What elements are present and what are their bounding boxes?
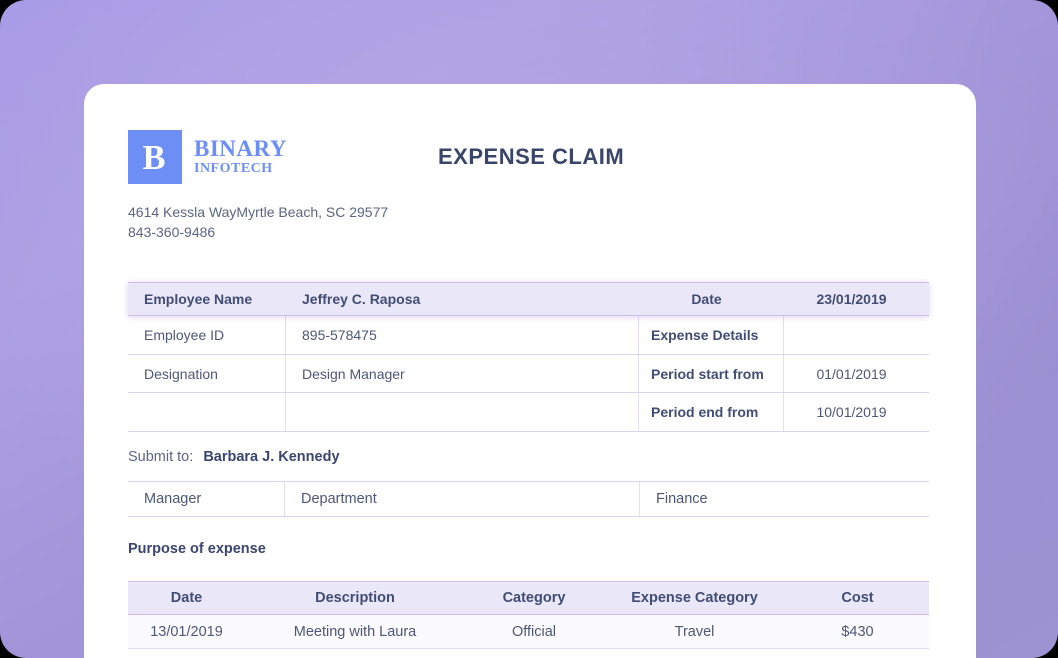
svg-text:B: B <box>143 139 166 175</box>
